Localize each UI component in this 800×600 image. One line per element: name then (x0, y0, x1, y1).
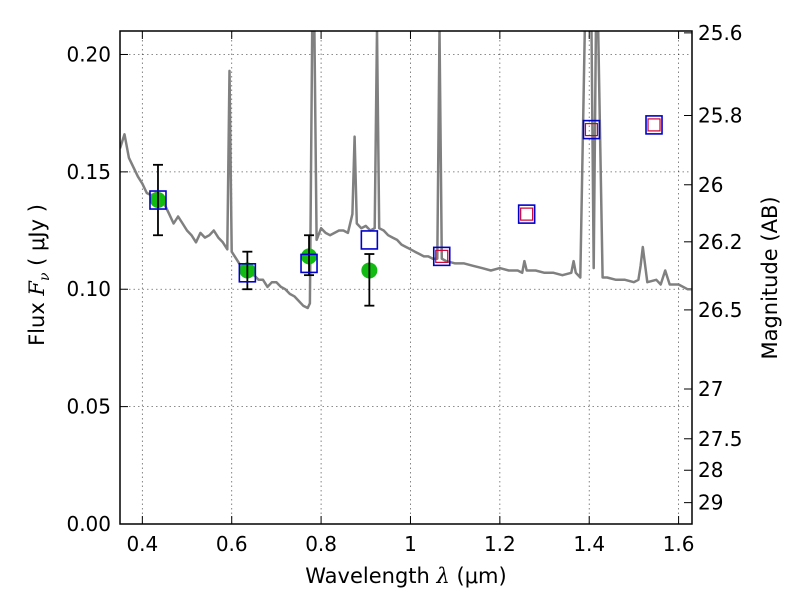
y2-tick-label: 27.5 (698, 427, 743, 451)
model-box (238, 263, 257, 283)
y2-tick-label: 29 (698, 491, 723, 515)
y-axis-left: 0.00 0.05 0.10 0.15 0.20 (66, 42, 128, 536)
y2-tick-label: 28 (698, 458, 723, 482)
model-box (300, 253, 318, 274)
x-tick-label: 0.8 (305, 532, 337, 556)
model-box (517, 204, 536, 224)
model-inner-box (435, 249, 449, 263)
y-tick-label: 0.00 (66, 512, 111, 536)
x-tick-label: 0.4 (126, 532, 158, 556)
model-box (149, 190, 167, 210)
y2-tick-label: 25.6 (698, 21, 743, 45)
plot-area (120, 31, 692, 524)
model-box (432, 246, 451, 267)
x-tick-label: 1.4 (573, 532, 605, 556)
y2-tick-label: 25.8 (698, 104, 743, 128)
x-axis: 0.4 0.6 0.8 1 1.2 1.4 1.6 (126, 31, 695, 556)
model-inner-box (647, 118, 661, 132)
y-axis-label: Flux Fν ( μJy ) (25, 204, 53, 346)
y-tick-label: 0.05 (66, 395, 111, 419)
plot-frame (119, 30, 693, 525)
x-tick-label: 1.6 (663, 532, 695, 556)
y-tick-label: 0.15 (66, 160, 111, 184)
model-inner-box (584, 122, 599, 137)
y-tick-label: 0.20 (66, 42, 111, 66)
y2-tick-label: 26.5 (698, 298, 743, 322)
y-axis-right: 25.6 25.8 26 26.2 26.5 27 27.5 28 29 (684, 21, 743, 515)
x-tick-label: 0.6 (216, 532, 248, 556)
model-inner-box (520, 207, 534, 221)
x-tick-label: 1 (404, 532, 417, 556)
x-axis-label: Wavelength λ (μm) (305, 564, 506, 588)
y2-tick-label: 26.2 (698, 230, 743, 254)
y2-tick-label: 27 (698, 377, 723, 401)
model-box (645, 115, 663, 135)
y2-axis-label: Magnitude (AB) (758, 196, 782, 359)
series-layer (120, 31, 692, 310)
model-box (582, 119, 601, 140)
y2-tick-label: 26 (698, 173, 723, 197)
y-tick-label: 0.10 (66, 277, 111, 301)
x-tick-label: 1.2 (484, 532, 516, 556)
model-box (360, 230, 379, 250)
